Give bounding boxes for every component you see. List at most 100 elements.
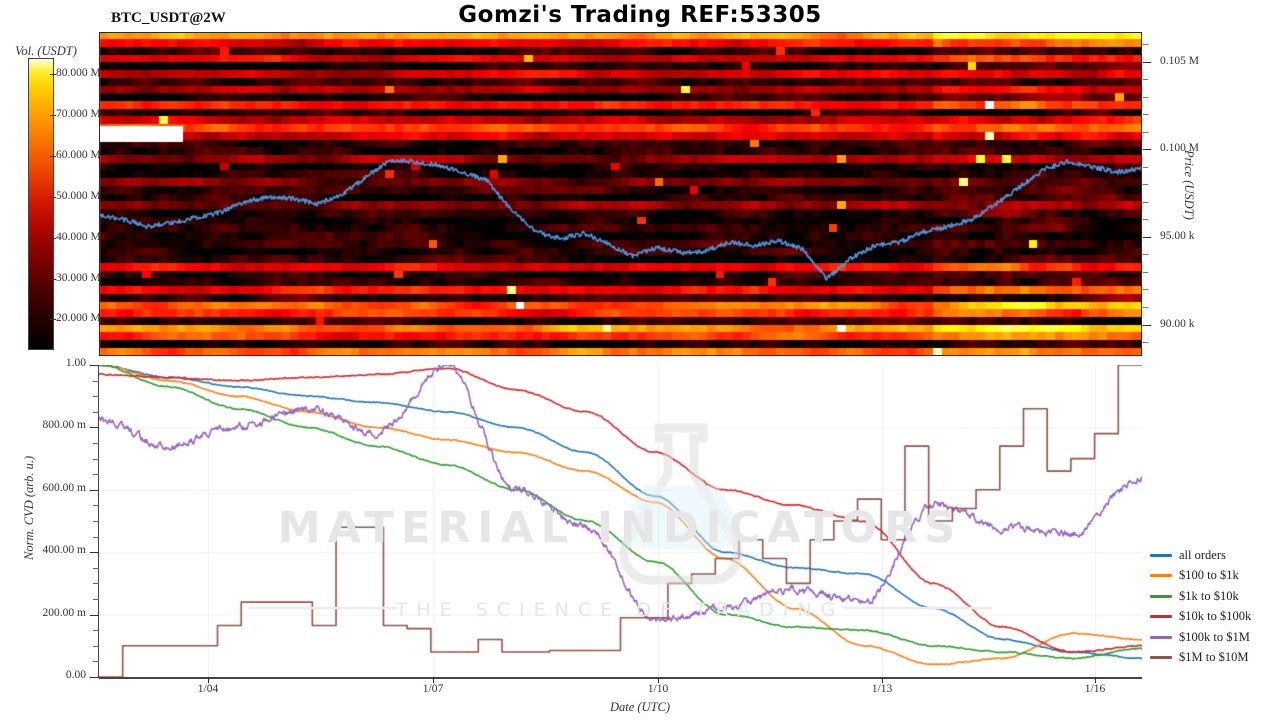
- price-minor-tick: [1143, 166, 1148, 168]
- cvd-minor-tick: [93, 583, 99, 585]
- cvd-major-tick: [90, 614, 99, 616]
- legend-item-5[interactable]: $100k to $1M: [1150, 627, 1278, 648]
- price-minor-tick: [1143, 219, 1148, 221]
- legend-color-swatch: [1150, 615, 1172, 619]
- price-minor-tick: [1143, 79, 1148, 81]
- colorbar-tick-mark: [50, 74, 56, 76]
- price-tick-label: 95.00 k: [1160, 229, 1195, 242]
- cvd-x-tick-label: 1/13: [871, 683, 893, 695]
- price-tick-label: 0.105 M: [1160, 54, 1199, 67]
- colorbar-tick-mark: [50, 156, 56, 157]
- legend-color-swatch: [1150, 553, 1172, 557]
- cvd-tick-label: 800.00 m: [42, 419, 86, 432]
- colorbar-tick-label: 70.000 M: [56, 108, 101, 121]
- colorbar-tick-mark: [50, 196, 56, 198]
- cvd-major-tick: [90, 427, 99, 429]
- legend-item-label: $1M to $10M: [1179, 650, 1249, 665]
- colorbar-tick-label: 40.000 M: [56, 230, 101, 243]
- legend-item-label: $100k to $1M: [1179, 629, 1250, 644]
- legend-color-swatch: [1150, 574, 1172, 578]
- pair-label: BTC_USDT@2W: [111, 10, 226, 26]
- colorbar-title: Vol. (USDT): [15, 44, 77, 58]
- cvd-x-tick-label: 1/07: [422, 683, 444, 695]
- cvd-canvas: [99, 365, 1142, 677]
- cvd-minor-tick: [93, 521, 99, 522]
- colorbar-tick-label: 60.000 M: [56, 149, 101, 161]
- price-minor-tick: [1143, 44, 1148, 46]
- legend-item-6[interactable]: $1M to $10M: [1150, 648, 1278, 669]
- price-minor-tick: [1143, 254, 1148, 256]
- legend-item-label: all orders: [1179, 547, 1226, 562]
- cvd-x-tick-label: 1/04: [197, 683, 219, 695]
- cvd-x-tick-label: 1/16: [1084, 683, 1106, 695]
- page-title: Gomzi's Trading REF:53305: [458, 2, 822, 28]
- cvd-minor-tick: [93, 645, 99, 647]
- cvd-x-tick-mark: [208, 677, 209, 683]
- cvd-minor-tick: [93, 661, 99, 663]
- price-minor-tick: [1143, 96, 1148, 98]
- colorbar-tick-mark: [50, 319, 56, 321]
- cvd-x-axis-label: Date (UTC): [609, 700, 671, 714]
- legend-item-label: $10k to $100k: [1179, 609, 1252, 624]
- cvd-x-axis: [99, 677, 1142, 679]
- cvd-minor-tick: [93, 396, 99, 398]
- cvd-x-tick-label: 1/10: [647, 683, 669, 695]
- legend-color-swatch: [1150, 594, 1172, 598]
- cvd-minor-tick: [93, 458, 99, 460]
- legend-item-4[interactable]: $10k to $100k: [1150, 607, 1278, 628]
- cvd-tick-label: 400.00 m: [42, 544, 86, 557]
- colorbar-tick-label: 80.000 M: [56, 67, 101, 80]
- price-minor-tick: [1143, 184, 1148, 186]
- price-minor-tick: [1143, 114, 1148, 116]
- price-minor-tick: [1143, 131, 1148, 133]
- price-major-tick: [1143, 149, 1151, 151]
- price-minor-tick: [1143, 201, 1148, 203]
- price-major-tick: [1143, 324, 1151, 326]
- price-tick-label: 90.00 k: [1160, 317, 1195, 330]
- colorbar-tick-label: 50.000 M: [56, 189, 101, 202]
- legend-color-swatch: [1150, 635, 1172, 639]
- cvd-minor-tick: [93, 411, 99, 413]
- cvd-minor-tick: [93, 536, 99, 538]
- cvd-major-tick: [90, 677, 99, 678]
- cvd-x-tick-mark: [1095, 677, 1096, 683]
- price-axis-label: Price (USDT): [1182, 150, 1196, 220]
- colorbar-tick-label: 20.000 M: [56, 312, 101, 325]
- legend-item-3[interactable]: $1k to $10k: [1150, 586, 1278, 607]
- price-tick-label: 0.100 M: [1160, 142, 1199, 155]
- price-minor-tick: [1143, 342, 1148, 343]
- cvd-tick-label: 200.00 m: [42, 606, 86, 619]
- cvd-y-axis-label: Norm. CVD (arb. u.): [22, 455, 36, 560]
- colorbar-tick-label: 30.000 M: [56, 271, 101, 284]
- price-major-tick: [1143, 61, 1151, 63]
- legend-item-2[interactable]: $100 to $1k: [1150, 566, 1278, 587]
- heatmap-canvas: [99, 32, 1142, 356]
- cvd-minor-tick: [93, 599, 99, 600]
- cvd-x-tick-mark: [658, 677, 659, 683]
- cvd-minor-tick: [93, 567, 99, 569]
- legend-item-1[interactable]: all orders: [1150, 545, 1278, 566]
- cvd-legend[interactable]: all orders $100 to $1k $1k to $10k $10k to …: [1150, 545, 1278, 668]
- cvd-major-tick: [90, 489, 99, 491]
- colorbar-tick-mark: [50, 237, 56, 239]
- legend-color-swatch: [1150, 656, 1172, 660]
- cvd-chart[interactable]: [99, 365, 1142, 677]
- volume-colorbar: [28, 58, 54, 350]
- cvd-x-tick-mark: [882, 677, 883, 683]
- cvd-minor-tick: [93, 443, 99, 444]
- price-minor-tick: [1143, 307, 1148, 308]
- cvd-major-tick: [90, 552, 99, 554]
- price-minor-tick: [1143, 289, 1148, 291]
- price-major-tick: [1143, 236, 1151, 238]
- cvd-minor-tick: [93, 630, 99, 632]
- cvd-minor-tick: [93, 505, 99, 507]
- legend-item-label: $100 to $1k: [1179, 568, 1239, 583]
- cvd-x-tick-mark: [433, 677, 434, 683]
- colorbar-tick-mark: [50, 115, 56, 117]
- cvd-tick-label: 0.00: [65, 669, 86, 681]
- legend-item-label: $1k to $10k: [1179, 588, 1239, 603]
- cvd-major-tick: [90, 365, 99, 366]
- cvd-tick-label: 600.00 m: [42, 481, 86, 494]
- liquidity-heatmap[interactable]: [99, 32, 1142, 356]
